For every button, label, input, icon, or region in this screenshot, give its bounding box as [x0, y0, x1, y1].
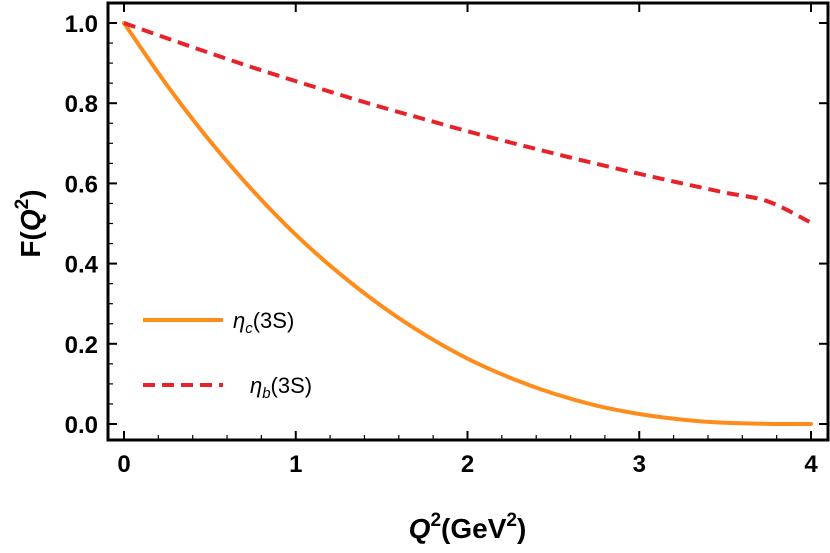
legend-label-1-part: c: [245, 320, 253, 337]
x-axis-label: Q2(GeV2): [409, 510, 527, 544]
legend-label-2-part: (3S): [271, 373, 313, 398]
y-tick-label: 1.0: [65, 11, 98, 38]
axis-labels-layer: Q2(GeV2)F(Q2): [12, 189, 526, 544]
legend-label-2-part: η: [250, 373, 262, 398]
legend-label-1: ηc(3S): [233, 308, 294, 337]
y-tick-label: 0.4: [65, 252, 99, 279]
x-axis-label-part: Q: [409, 513, 431, 544]
x-axis-label-part: 2: [430, 510, 441, 531]
y-axis-label-part: 2: [12, 199, 33, 210]
series-line-1: [122, 21, 813, 426]
x-axis-label-part: (GeV: [441, 513, 507, 544]
legend-label-1-part: η: [233, 308, 245, 333]
legend-label-1-part: (3S): [253, 308, 295, 333]
y-tick-label: 0.0: [65, 412, 98, 439]
x-axis-label-part: 2: [506, 510, 517, 531]
y-axis-label: F(Q2): [12, 189, 46, 257]
y-axis-label-part: F(: [15, 230, 46, 257]
series-layer: [122, 21, 813, 426]
ticks-layer: 0 1 2 3 4 0.0 0.2 0.4 0.6 0.8 1.0: [65, 3, 828, 478]
legend-label-2-part: b: [262, 385, 270, 402]
x-tick-label: 2: [461, 451, 474, 478]
legend: ηc(3S)ηb(3S): [143, 308, 312, 402]
y-tick-label: 0.6: [65, 171, 98, 198]
x-tick-label: 4: [804, 451, 818, 478]
x-tick-label: 0: [117, 451, 130, 478]
x-axis-label-part: ): [517, 513, 526, 544]
legend-label-2: ηb(3S): [250, 373, 312, 402]
y-axis-label-part: Q: [15, 209, 46, 231]
y-tick-label: 0.8: [65, 91, 98, 118]
y-axis-label-part: ): [15, 189, 46, 198]
x-tick-label: 3: [633, 451, 646, 478]
x-tick-label: 1: [289, 451, 302, 478]
series-line-2: [123, 21, 812, 225]
y-tick-label: 0.2: [65, 332, 98, 359]
